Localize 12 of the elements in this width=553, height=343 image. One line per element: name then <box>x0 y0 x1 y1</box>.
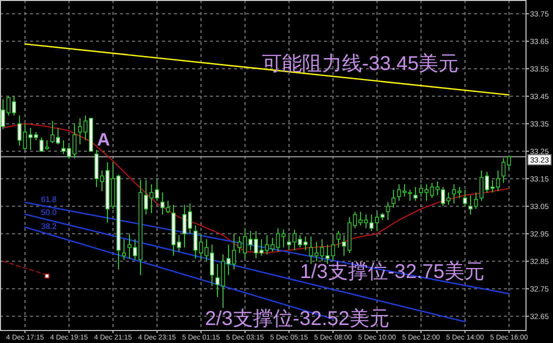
candlestick <box>392 189 396 208</box>
candlestick <box>463 189 467 207</box>
annotation: 50.0 <box>41 208 58 217</box>
candlestick <box>336 230 340 248</box>
candlestick <box>122 238 126 260</box>
annotation: 61.8 <box>41 194 58 204</box>
annotation: A <box>97 129 110 150</box>
candlestick <box>386 202 390 220</box>
annotation: 可能阻力线-33.45美元 <box>262 52 459 75</box>
candlestick <box>414 186 418 202</box>
annotation: 2/3支撑位-32.52美元 <box>205 307 390 330</box>
annotation: 38.2 <box>41 222 58 231</box>
